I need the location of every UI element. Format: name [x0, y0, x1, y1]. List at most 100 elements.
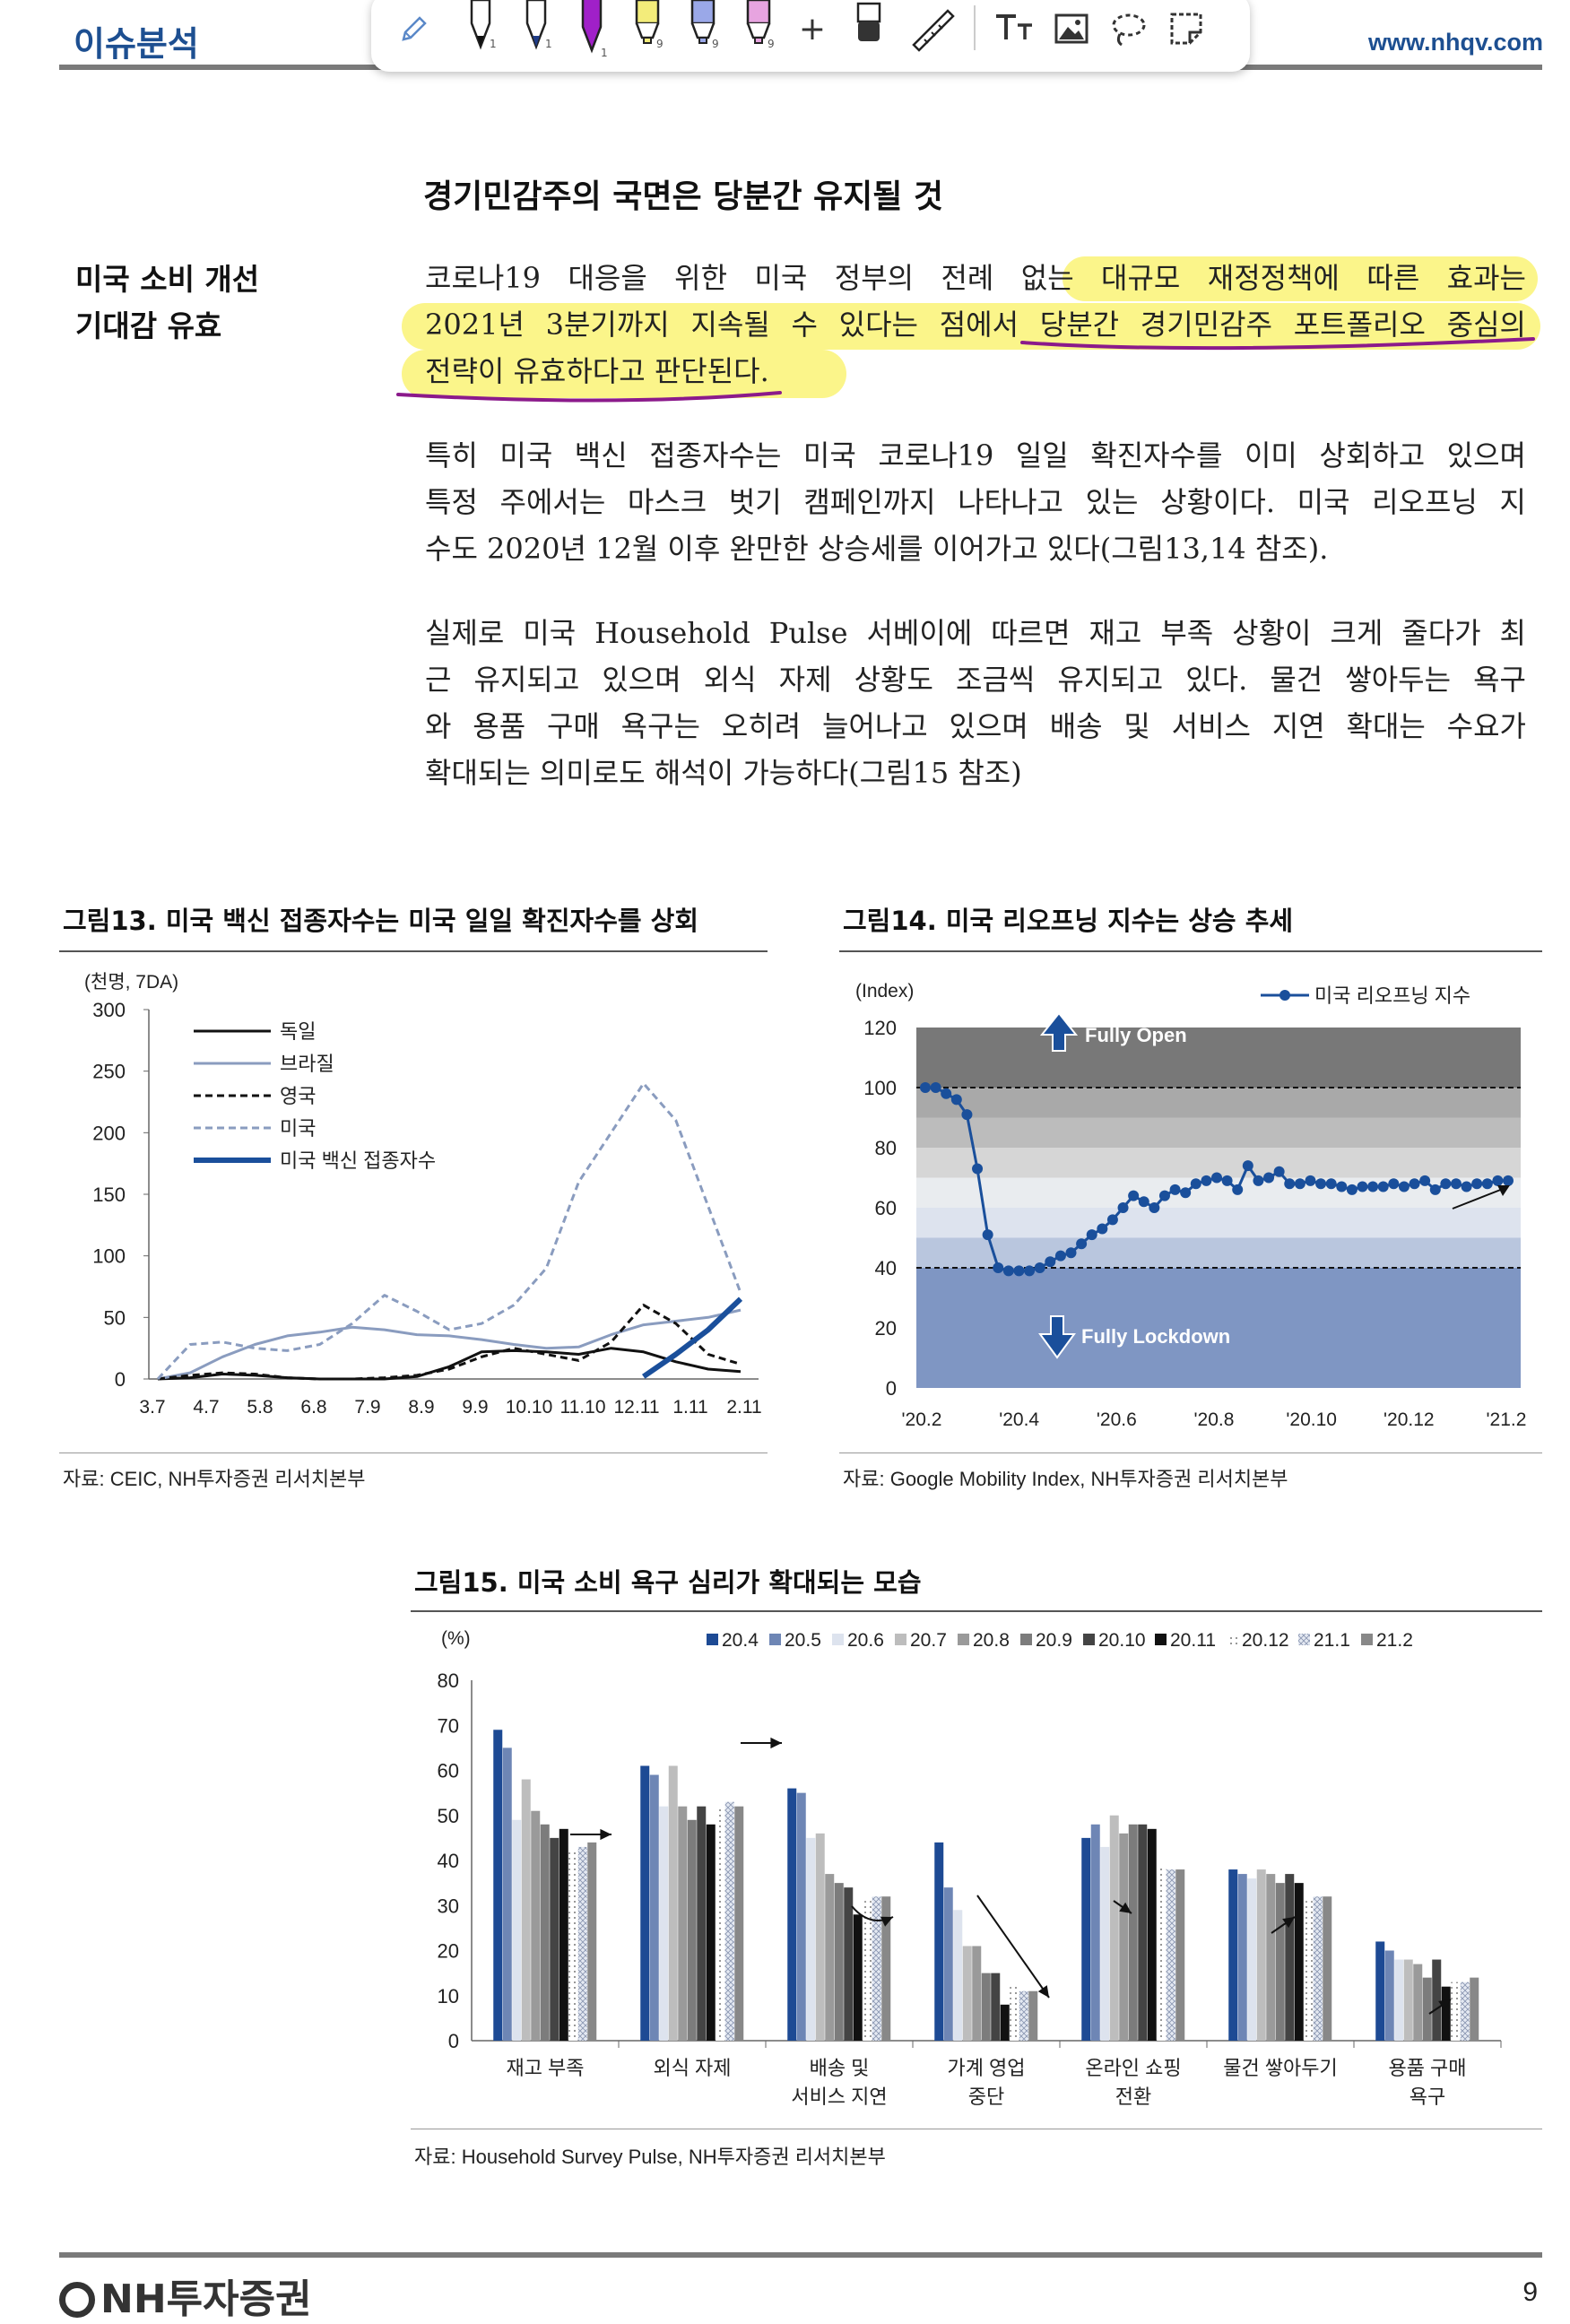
- bar: [972, 1946, 982, 2041]
- fig14-rule: [839, 950, 1542, 952]
- bar: [1100, 1846, 1110, 2041]
- bar: [825, 1874, 835, 2041]
- pen-tool-purple[interactable]: 1: [570, 0, 613, 65]
- paragraph-line: 특정 주에서는 마스크 벗기 캠페인까지 나타나고 있는 상황이다. 미국 리오…: [425, 485, 1526, 519]
- legend-label: 20.10: [1098, 1630, 1146, 1651]
- bar: [640, 1765, 650, 2041]
- bar: [981, 1973, 991, 2041]
- marker-tool-blue[interactable]: 9: [681, 0, 724, 65]
- pen-tool-black[interactable]: 1: [459, 0, 502, 65]
- bar: [1403, 1959, 1413, 2041]
- x-tick-label: 5.8: [247, 1397, 273, 1418]
- legend-swatch: [895, 1634, 906, 1645]
- legend-label: 20.7: [910, 1630, 947, 1651]
- data-point: [1461, 1181, 1472, 1192]
- pen-tool-navy[interactable]: 1: [515, 0, 558, 65]
- series-line: [156, 1081, 742, 1381]
- pencil-tool[interactable]: [389, 0, 439, 65]
- legend-swatch: [1298, 1634, 1310, 1645]
- bar: [1470, 1977, 1479, 2041]
- data-point: [1201, 1175, 1212, 1186]
- shape-tool[interactable]: [1160, 0, 1212, 65]
- data-point: [1065, 1247, 1077, 1259]
- x-tick-label: 1.11: [672, 1397, 707, 1418]
- legend-label: 미국: [280, 1117, 316, 1140]
- data-point: [930, 1082, 941, 1093]
- text-tool[interactable]: [988, 0, 1040, 65]
- y-tick-label: 120: [863, 1017, 897, 1039]
- paragraph-line: 수도 2020년 12월 이후 완만한 상승세를 이어가고 있다(그림13,14…: [425, 532, 1329, 566]
- legend-label: 21.2: [1376, 1630, 1413, 1651]
- data-point: [1284, 1178, 1296, 1190]
- legend-swatch: [1020, 1634, 1032, 1645]
- data-point: [1221, 1175, 1233, 1186]
- toolbar-divider: [974, 5, 976, 50]
- bar: [1228, 1869, 1238, 2041]
- data-point: [1158, 1190, 1170, 1201]
- data-point: [1242, 1160, 1253, 1172]
- bar: [577, 1846, 587, 2041]
- paragraph-line: 확대되는 의미로도 해석이 가능하다(그림15 참조): [425, 756, 1022, 790]
- annotation-toolbar: 1 1 1 9 9 9: [371, 0, 1250, 72]
- data-point: [1336, 1181, 1348, 1192]
- add-tool-button[interactable]: +: [798, 10, 827, 48]
- paragraph-line: 근 유지되고 있으며 외식 자제 상황도 조금씩 유지되고 있다. 물건 쌓아두…: [425, 663, 1526, 697]
- pen-size-label: 1: [601, 47, 608, 59]
- ruler-icon: [912, 9, 955, 52]
- data-point: [1471, 1178, 1483, 1190]
- y-tick-label: 80: [875, 1137, 897, 1159]
- legend-label: 브라질: [280, 1053, 334, 1075]
- data-point: [1149, 1202, 1160, 1213]
- bar: [1422, 1977, 1432, 2041]
- data-point: [1294, 1178, 1305, 1190]
- bar: [540, 1824, 550, 2041]
- bar: [1313, 1896, 1323, 2041]
- legend-swatch: [1227, 1634, 1238, 1645]
- bar: [1285, 1874, 1295, 2041]
- paragraph-line: 와 용품 구매 욕구는 오히려 늘어나고 있으며 배송 및 서비스 지연 확대는…: [425, 709, 1526, 743]
- section-heading: 경기민감주의 국면은 당분간 유지될 것: [423, 178, 944, 215]
- ruler-tool[interactable]: [906, 0, 958, 65]
- bar: [493, 1730, 503, 2041]
- legend-swatch: [832, 1634, 844, 1645]
- data-point: [1086, 1229, 1097, 1241]
- bar: [1394, 1959, 1404, 2041]
- data-point: [1169, 1184, 1181, 1195]
- bar: [1166, 1869, 1175, 2041]
- lasso-tool[interactable]: [1103, 0, 1155, 65]
- x-tick-label: '21.2: [1487, 1409, 1527, 1430]
- legend-label: 20.9: [1036, 1630, 1072, 1651]
- bar: [659, 1806, 669, 2041]
- pen-icon: [525, 0, 547, 50]
- footer-logo-text: NH투자증권: [100, 2276, 312, 2322]
- x-tick-label: '20.10: [1286, 1409, 1337, 1430]
- legend-label: 영국: [280, 1085, 316, 1107]
- y-tick-label: 300: [92, 999, 126, 1021]
- background-band: [916, 1237, 1521, 1268]
- data-point: [1263, 1172, 1275, 1184]
- marker-tool-yellow[interactable]: 9: [626, 0, 669, 65]
- fig13-rule: [59, 950, 768, 952]
- x-tick-label: '20.12: [1384, 1409, 1435, 1430]
- trend-arrow-head: [1037, 1985, 1049, 1998]
- image-icon: [1054, 13, 1089, 44]
- data-point: [1419, 1175, 1431, 1186]
- y-tick-label: 200: [92, 1122, 126, 1144]
- data-point: [1481, 1178, 1493, 1190]
- y-axis-unit: (천명, 7DA): [84, 972, 178, 993]
- y-tick-label: 0: [448, 2030, 459, 2052]
- y-tick-label: 0: [886, 1377, 897, 1400]
- fig14-title: 그림14. 미국 리오프닝 지수는 상승 추세: [843, 906, 1294, 936]
- highlight-mark: [1063, 256, 1538, 301]
- eraser-tool[interactable]: [846, 0, 891, 65]
- header-url[interactable]: www.nhqv.com: [1367, 29, 1543, 56]
- data-point: [1106, 1214, 1118, 1226]
- trend-arrow-line: [976, 1895, 1050, 1999]
- bar: [1275, 1883, 1285, 2041]
- trend-arrow-head: [1119, 1902, 1132, 1913]
- bar: [1090, 1824, 1100, 2041]
- marker-tool-pink[interactable]: 9: [737, 0, 780, 65]
- footer-logo: NH투자증권: [59, 2267, 312, 2324]
- image-tool[interactable]: [1045, 0, 1097, 65]
- bar: [706, 1824, 716, 2041]
